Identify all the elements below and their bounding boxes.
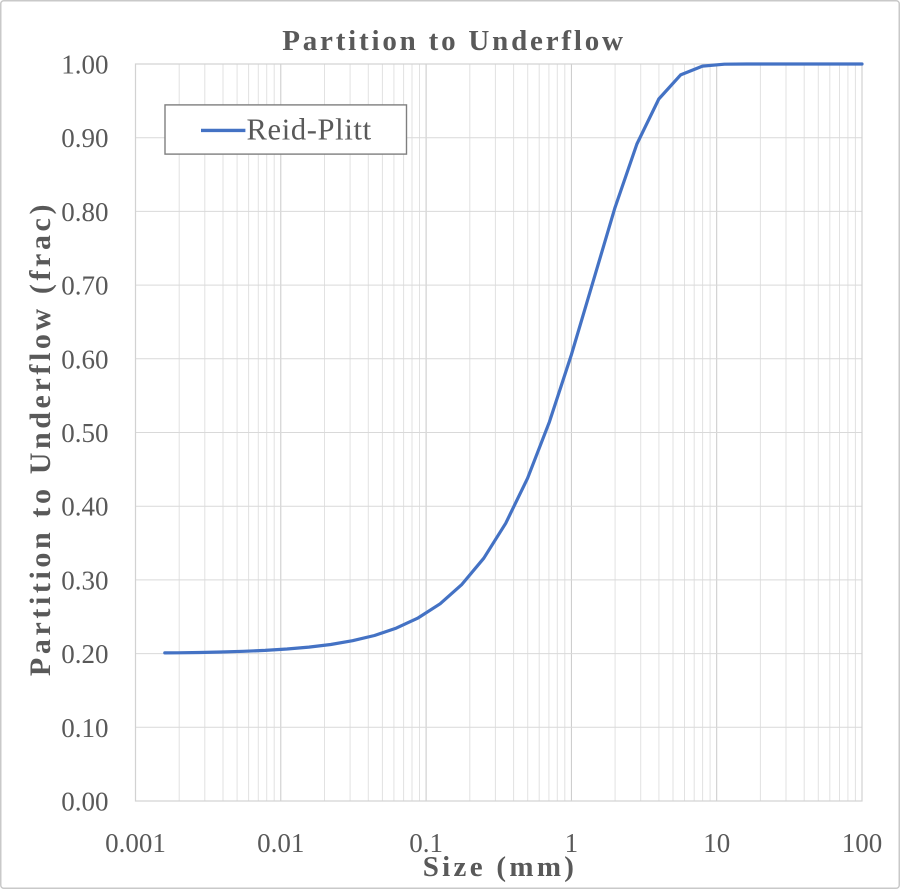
svg-text:Partition to Underflow (frac): Partition to Underflow (frac) [24,201,57,676]
svg-text:10: 10 [703,828,730,858]
svg-text:0.60: 0.60 [61,344,108,374]
svg-text:Partition to Underflow: Partition to Underflow [282,25,626,57]
svg-text:Size (mm): Size (mm) [423,851,578,883]
svg-text:0.70: 0.70 [61,271,108,301]
svg-text:Reid-Plitt: Reid-Plitt [247,113,372,147]
svg-text:0.01: 0.01 [257,828,304,858]
svg-text:1.00: 1.00 [61,50,108,80]
svg-text:0.80: 0.80 [61,197,108,227]
svg-text:0.10: 0.10 [61,713,108,743]
svg-text:0.00: 0.00 [61,787,108,817]
svg-text:0.90: 0.90 [61,123,108,153]
svg-text:0.50: 0.50 [61,418,108,448]
svg-text:0.40: 0.40 [61,492,108,522]
svg-text:0.001: 0.001 [105,828,166,858]
svg-text:0.30: 0.30 [61,565,108,595]
svg-text:0.20: 0.20 [61,639,108,669]
svg-text:0.1: 0.1 [409,828,443,858]
svg-text:100: 100 [842,828,883,858]
svg-text:1: 1 [565,828,579,858]
